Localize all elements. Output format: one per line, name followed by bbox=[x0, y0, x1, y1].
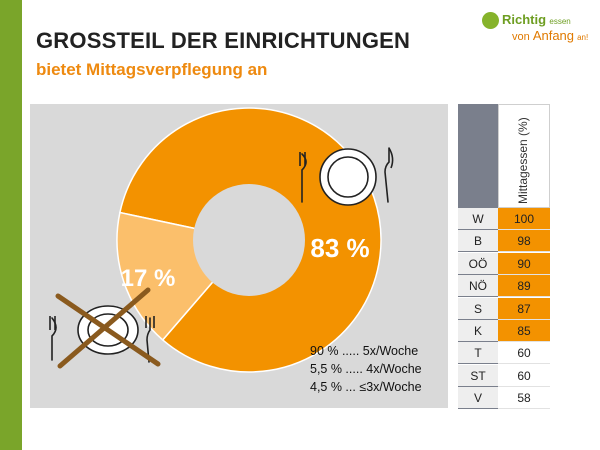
table-cell-value: 90 bbox=[498, 252, 550, 275]
table-row: ST 60 bbox=[458, 364, 550, 387]
table-row: W 100 bbox=[458, 208, 550, 230]
cross-mark-icon bbox=[55, 287, 161, 369]
table-row: S 87 bbox=[458, 297, 550, 320]
table-header: Mittagessen (%) bbox=[458, 104, 550, 208]
table-cell-value: 58 bbox=[498, 387, 550, 410]
table-column-header: Mittagessen (%) bbox=[516, 117, 530, 204]
accent-bar bbox=[0, 0, 22, 450]
logo-word-von: von bbox=[512, 31, 530, 43]
table-cell-value: 89 bbox=[498, 275, 550, 298]
logo-word-an: an! bbox=[577, 33, 589, 42]
table-cell-region: K bbox=[458, 320, 498, 342]
page-title: GROSSTEIL DER EINRICHTUNGEN bbox=[36, 28, 411, 53]
logo-word-richtig: Richtig bbox=[502, 12, 547, 27]
frequency-note-4x: 5,5 % ..... 4x/Woche bbox=[310, 362, 422, 376]
frequency-notes: 90 % ..... 5x/Woche 5,5 % ..... 4x/Woche… bbox=[310, 342, 422, 396]
table-row: OÖ 90 bbox=[458, 252, 550, 275]
regional-table: Mittagessen (%) W 100 B 98 OÖ 90 NÖ 89 S 87 K 85 T 60… bbox=[458, 104, 550, 410]
table-cell-region: ST bbox=[458, 364, 498, 387]
table-row: V 58 bbox=[458, 387, 550, 410]
table-row: T 60 bbox=[458, 342, 550, 365]
table-cell-region: T bbox=[458, 342, 498, 365]
table-cell-region: S bbox=[458, 297, 498, 320]
table-cell-value: 60 bbox=[498, 364, 550, 387]
logo: Richtig essen von Anfang an! bbox=[478, 10, 596, 46]
table-cell-region: B bbox=[458, 230, 498, 253]
table-cell-value: 87 bbox=[498, 297, 550, 320]
table-row: K 85 bbox=[458, 320, 550, 342]
table-cell-region: V bbox=[458, 387, 498, 410]
plate-with-cutlery-icon bbox=[299, 147, 394, 206]
page-subtitle: bietet Mittagsverpflegung an bbox=[36, 60, 268, 79]
table-header-corner bbox=[458, 104, 498, 208]
logo-line-1: Richtig essen bbox=[502, 12, 571, 27]
table-cell-value: 100 bbox=[498, 208, 550, 230]
logo-word-anfang: Anfang bbox=[532, 28, 575, 43]
frequency-note-5x: 90 % ..... 5x/Woche bbox=[310, 344, 419, 358]
table-cell-region: NÖ bbox=[458, 275, 498, 298]
donut-chart-panel: 83 % 17 % 90 % .. bbox=[30, 104, 448, 408]
logo-apple-icon bbox=[482, 12, 499, 29]
frequency-note-3x: 4,5 % ... ≤3x/Woche bbox=[310, 380, 422, 394]
table-row: B 98 bbox=[458, 230, 550, 253]
table-cell-region: W bbox=[458, 208, 498, 230]
table-cell-value: 98 bbox=[498, 230, 550, 253]
donut-hole bbox=[193, 184, 305, 296]
table-header-cell bbox=[498, 104, 550, 208]
slice-label-83: 83 % bbox=[310, 233, 369, 263]
table-cell-region: OÖ bbox=[458, 252, 498, 275]
logo-line-2: von Anfang an! bbox=[512, 28, 588, 43]
table-row: NÖ 89 bbox=[458, 275, 550, 298]
logo-word-essen: essen bbox=[549, 17, 571, 26]
donut-chart: 83 % 17 % bbox=[49, 107, 394, 373]
table-cell-value: 60 bbox=[498, 342, 550, 365]
table-cell-value: 85 bbox=[498, 320, 550, 342]
